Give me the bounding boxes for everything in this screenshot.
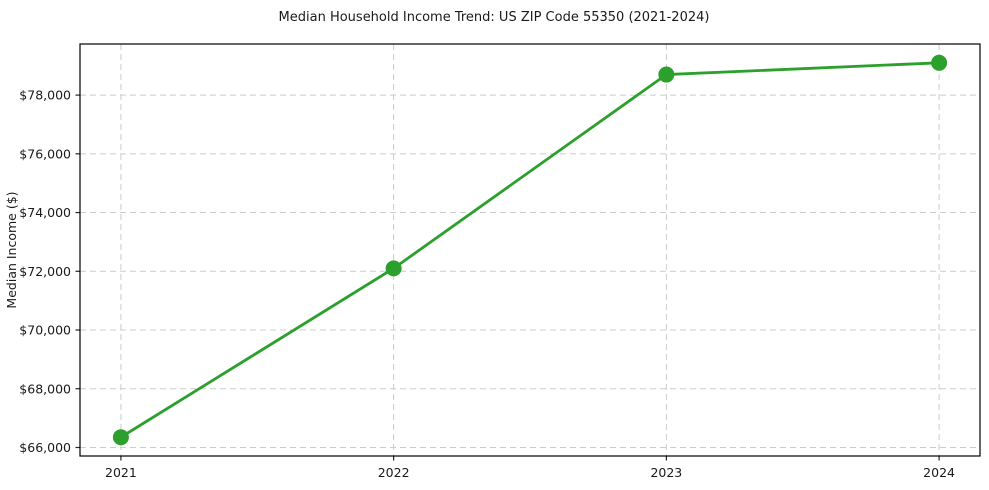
y-tick-label: $74,000 <box>19 205 71 220</box>
data-point-2021 <box>112 429 129 446</box>
data-point-2023 <box>658 66 675 83</box>
y-tick-label: $76,000 <box>19 146 71 161</box>
data-point-2022 <box>385 260 402 277</box>
plot-border <box>79 43 981 457</box>
y-tick-label: $72,000 <box>19 264 71 279</box>
series-line <box>119 61 941 439</box>
y-tick-label: $70,000 <box>19 323 71 338</box>
chart-title: Median Household Income Trend: US ZIP Co… <box>279 10 710 25</box>
x-tick-label: 2022 <box>378 465 410 480</box>
data-point-2024 <box>931 54 948 71</box>
y-tick-label: $66,000 <box>19 440 71 455</box>
plot-area: 2021 2022 2023 2024 $66,000 $68,000 $70,000 $72… <box>19 43 981 480</box>
x-tick-label: 2021 <box>105 465 137 480</box>
x-tick-label: 2023 <box>650 465 682 480</box>
x-tick-label: 2024 <box>923 465 955 480</box>
y-axis-label: Median Income ($) <box>4 191 19 308</box>
y-tick-label: $68,000 <box>19 381 71 396</box>
y-tick-label: $78,000 <box>19 88 71 103</box>
